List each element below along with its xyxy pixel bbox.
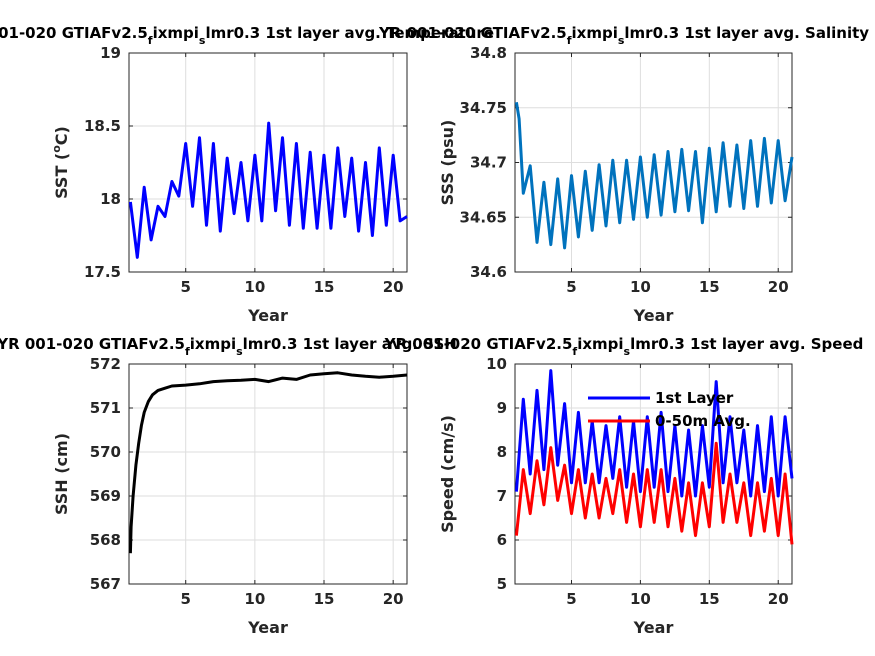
x-tick-label: 10: [630, 278, 651, 296]
y-tick-label: 18: [100, 190, 121, 208]
chart-title: YR 001-020 GTIAFv2.5fixmpislmr0.3 1st la…: [0, 24, 494, 47]
axes-box: [128, 52, 408, 273]
y-tick-label: 567: [90, 575, 121, 593]
x-tick-label: 20: [768, 278, 789, 296]
x-tick-label: 5: [180, 590, 190, 608]
y-tick-label: 34.7: [470, 154, 507, 172]
y-tick-label: 9: [497, 399, 507, 417]
y-tick-label: 34.8: [470, 44, 507, 62]
y-tick-label: 19: [100, 44, 121, 62]
y-axis-label: Speed (cm/s): [438, 415, 457, 533]
legend-label: 1st Layer: [655, 389, 734, 407]
x-axis-label: Year: [633, 306, 674, 325]
y-tick-label: 18.5: [84, 117, 121, 135]
x-tick-label: 5: [566, 278, 576, 296]
x-tick-label: 5: [566, 590, 576, 608]
legend: 1st Layer 0-50m Avg.: [588, 389, 751, 430]
x-tick-label: 15: [699, 278, 720, 296]
x-tick-label: 20: [383, 278, 404, 296]
legend-label: 0-50m Avg.: [655, 412, 751, 430]
y-tick-label: 17.5: [84, 263, 121, 281]
chart-panel-2: 5 10 15 20 34.6 34.65 34.7 34.75 34.8 Year SSS (ps…: [378, 24, 869, 325]
axes-box: [128, 363, 408, 585]
y-tick-label: 34.6: [470, 263, 507, 281]
series-line-1: [514, 102, 794, 250]
y-tick-label: 10: [486, 355, 507, 373]
y-tick-label: 569: [90, 487, 121, 505]
x-tick-label: 10: [244, 278, 265, 296]
chart-title: YR 001-020 GTIAFv2.5fixmpislmr0.3 1st la…: [378, 24, 869, 47]
chart-panel-1: 5 10 15 20 17.5 18 18.5 19 Year SST (oC) YR 001-02…: [0, 24, 494, 325]
series-line-1: [128, 371, 408, 554]
x-axis-label: Year: [247, 306, 288, 325]
y-tick-label: 34.65: [460, 208, 507, 226]
y-axis-label: SSH (cm): [52, 433, 71, 515]
chart-panel-4: 5 10 15 20 5 6 7 8 9 10 Year Speed (cm/s) YR 001-020…: [384, 335, 864, 637]
series-line-1: [514, 369, 794, 498]
x-tick-label: 20: [768, 590, 789, 608]
x-tick-label: 10: [244, 590, 265, 608]
x-tick-label: 20: [383, 590, 404, 608]
x-axis-label: Year: [633, 618, 674, 637]
y-tick-label: 34.75: [460, 99, 507, 117]
x-tick-label: 15: [314, 590, 335, 608]
y-axis-label: SST (oC): [50, 126, 71, 199]
x-tick-label: 10: [630, 590, 651, 608]
chart-panel-3: 5 10 15 20 567 568 569 570 571 572 Year SSH (cm) YR …: [0, 335, 457, 637]
x-tick-label: 5: [180, 278, 190, 296]
x-tick-label: 15: [699, 590, 720, 608]
y-tick-label: 5: [497, 575, 507, 593]
chart-title: YR 001-020 GTIAFv2.5fixmpislmr0.3 1st la…: [0, 335, 457, 358]
y-tick-label: 6: [497, 531, 507, 549]
x-tick-label: 15: [314, 278, 335, 296]
series-line-2: [514, 441, 794, 545]
x-axis-label: Year: [247, 618, 288, 637]
y-tick-label: 571: [90, 399, 121, 417]
y-tick-label: 568: [90, 531, 121, 549]
y-axis-label: SSS (psu): [438, 120, 457, 206]
y-tick-label: 7: [497, 487, 507, 505]
series-line-1: [128, 121, 408, 259]
chart-title: YR 001-020 GTIAFv2.5fixmpislmr0.3 1st la…: [384, 335, 864, 358]
y-tick-label: 572: [90, 355, 121, 373]
y-tick-label: 570: [90, 443, 121, 461]
y-tick-label: 8: [497, 443, 507, 461]
